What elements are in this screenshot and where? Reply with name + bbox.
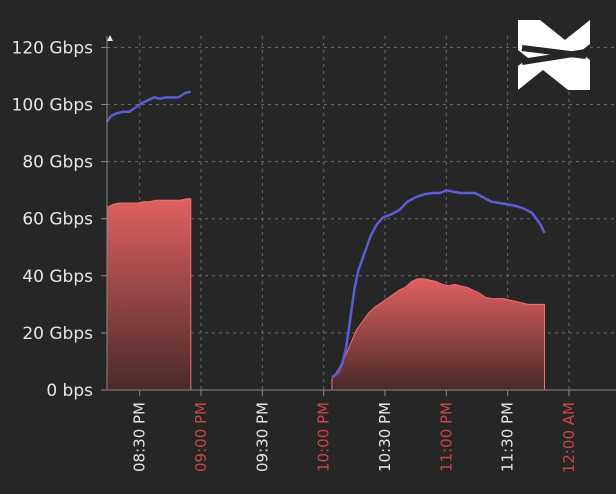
x-tick-label: 10:00 PM: [315, 402, 333, 472]
line-segment: [331, 188, 546, 379]
x-tick-label: 11:30 PM: [499, 402, 517, 472]
x-tick-label: 10:30 PM: [376, 402, 394, 472]
y-tick-label: 40 Gbps: [22, 267, 93, 287]
y-axis-arrow-marker: [107, 35, 113, 41]
x-tick-label: 09:30 PM: [253, 402, 271, 472]
y-tick-label: 100 Gbps: [12, 96, 94, 116]
y-axis-tick-labels: 0 bps 20 Gbps 40 Gbps 60 Gbps 80 Gbps 100 Gbp…: [12, 38, 94, 401]
y-tick-label: 20 Gbps: [22, 324, 93, 344]
x-tick-label: 08:30 PM: [131, 402, 149, 472]
y-tick-label: 120 Gbps: [12, 38, 94, 58]
y-tick-label: 80 Gbps: [22, 153, 93, 173]
x-tick-label: 11:00 PM: [437, 402, 455, 472]
x-tick-label: 09:00 PM: [192, 402, 210, 472]
area-segment: [331, 278, 545, 391]
x-tick-label: 12:00 AM: [560, 402, 578, 473]
axes: [101, 36, 616, 396]
y-tick-label: 60 Gbps: [22, 210, 93, 230]
brand-logo: [518, 20, 590, 90]
y-tick-label: 0 bps: [46, 381, 93, 401]
line-segment: [105, 90, 192, 123]
area-segment: [106, 198, 192, 391]
inbound-line-series: [105, 90, 546, 379]
x-axis-tick-labels: 08:30 PM 09:00 PM 09:30 PM 10:00 PM 10:30 PM…: [131, 402, 578, 473]
outbound-area-series: [106, 198, 545, 391]
